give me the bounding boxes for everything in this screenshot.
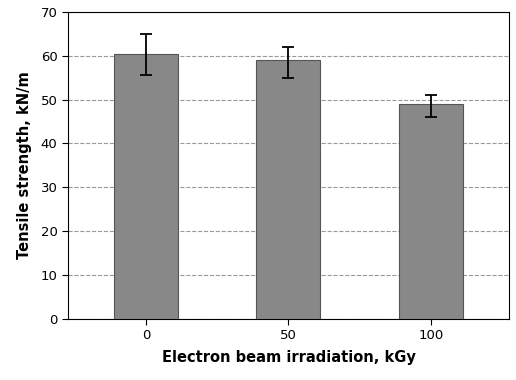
Bar (399, 104, 463, 319)
Bar (114, 54, 178, 319)
Bar (256, 60, 320, 319)
X-axis label: Electron beam irradiation, kGy: Electron beam irradiation, kGy (162, 350, 415, 366)
Y-axis label: Tensile strength, kN/m: Tensile strength, kN/m (17, 71, 33, 259)
